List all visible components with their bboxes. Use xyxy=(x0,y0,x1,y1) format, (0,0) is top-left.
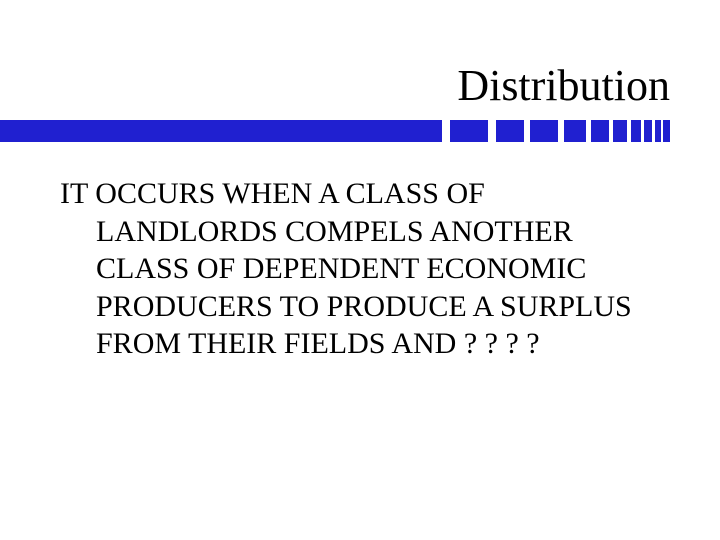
body-rest: LANDLORDS COMPELS ANOTHER CLASS OF DEPEN… xyxy=(96,215,632,361)
accent-segment xyxy=(663,120,668,142)
accent-segment xyxy=(644,120,652,142)
slide-title: Distribution xyxy=(457,60,670,111)
body-line-1: IT OCCURS WHEN A CLASS OF xyxy=(60,177,485,210)
accent-segment xyxy=(450,120,488,142)
accent-gap xyxy=(488,120,496,142)
slide: Distribution IT OCCURS WHEN A CLASS OF L… xyxy=(0,0,720,540)
accent-bar xyxy=(0,120,670,142)
accent-segment xyxy=(496,120,524,142)
accent-gap xyxy=(442,120,450,142)
accent-segment xyxy=(591,120,609,142)
accent-segment xyxy=(530,120,558,142)
accent-segment xyxy=(564,120,586,142)
accent-segment xyxy=(613,120,627,142)
accent-segment xyxy=(0,120,442,142)
body-text: IT OCCURS WHEN A CLASS OF LANDLORDS COMP… xyxy=(60,175,660,363)
accent-segment xyxy=(631,120,641,142)
